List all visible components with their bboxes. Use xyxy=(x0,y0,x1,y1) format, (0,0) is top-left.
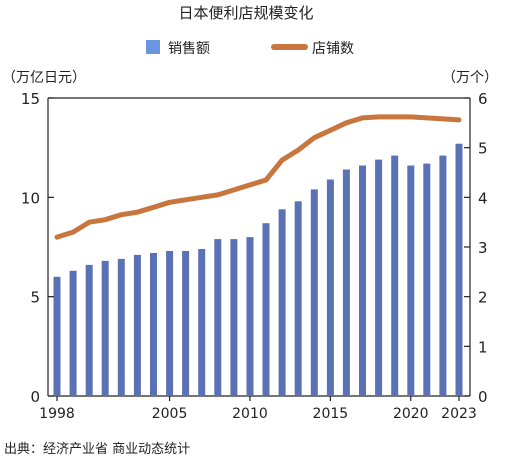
sales-bar xyxy=(69,270,77,396)
sales-bar xyxy=(198,249,206,396)
right-tick-label: 2 xyxy=(478,289,488,307)
right-tick-label: 6 xyxy=(478,90,488,108)
left-axis-ticks: 0 5 10 15 xyxy=(21,90,54,406)
sales-bar xyxy=(278,209,286,396)
sales-bar xyxy=(101,260,109,396)
sales-bar xyxy=(133,254,141,396)
left-tick-label: 15 xyxy=(21,90,40,108)
chart-title: 日本便利店规模变化 xyxy=(178,4,313,22)
x-tick-label: 2005 xyxy=(152,406,188,422)
sales-bar xyxy=(326,179,334,396)
sales-bar xyxy=(439,155,447,396)
sales-bar xyxy=(359,165,366,396)
sales-bar xyxy=(375,159,383,396)
sales-bar xyxy=(85,264,93,396)
stores-line xyxy=(54,114,462,240)
sales-bars xyxy=(53,143,463,396)
left-tick-label: 0 xyxy=(30,388,40,406)
legend-label-sales: 销售额 xyxy=(168,41,210,57)
source-note: 出典：经济产业省 商业动态统计 xyxy=(4,442,190,457)
right-tick-label: 4 xyxy=(478,189,488,207)
sales-bar xyxy=(53,276,61,396)
legend-label-stores: 店铺数 xyxy=(312,41,354,57)
sales-bar xyxy=(294,201,302,396)
right-tick-label: 0 xyxy=(478,388,488,406)
right-tick-label: 5 xyxy=(478,140,488,158)
x-axis-ticks: 1998 2005 2010 2015 2020 2023 xyxy=(39,396,477,422)
sales-bar xyxy=(117,258,125,396)
sales-bar xyxy=(391,155,399,396)
legend-swatch-sales xyxy=(146,40,160,54)
x-tick-label: 2015 xyxy=(313,406,349,422)
left-tick-label: 5 xyxy=(30,289,40,307)
sales-bar xyxy=(214,239,222,396)
legend: 销售额 店铺数 xyxy=(146,40,354,57)
sales-bar xyxy=(423,163,431,396)
right-tick-label: 1 xyxy=(478,338,488,356)
sales-bar xyxy=(407,165,415,396)
sales-bar xyxy=(230,239,238,396)
sales-bar xyxy=(262,223,270,396)
x-tick-label: 1998 xyxy=(39,406,75,422)
left-tick-label: 10 xyxy=(21,189,40,207)
x-tick-label: 2023 xyxy=(441,406,477,422)
sales-bar xyxy=(342,169,350,396)
right-tick-label: 3 xyxy=(478,239,488,257)
left-axis-label: （万亿日元） xyxy=(2,70,86,86)
sales-bar xyxy=(246,237,254,396)
x-tick-label: 2010 xyxy=(232,406,268,422)
x-tick-label: 2020 xyxy=(393,406,429,422)
right-axis-label: （万个） xyxy=(442,70,498,86)
sales-bar xyxy=(310,189,318,396)
sales-bar xyxy=(150,253,157,396)
sales-bar xyxy=(166,251,174,396)
sales-bar xyxy=(182,251,190,396)
sales-bar xyxy=(455,143,463,396)
right-axis-ticks: 0 1 2 3 4 5 6 xyxy=(464,90,488,406)
